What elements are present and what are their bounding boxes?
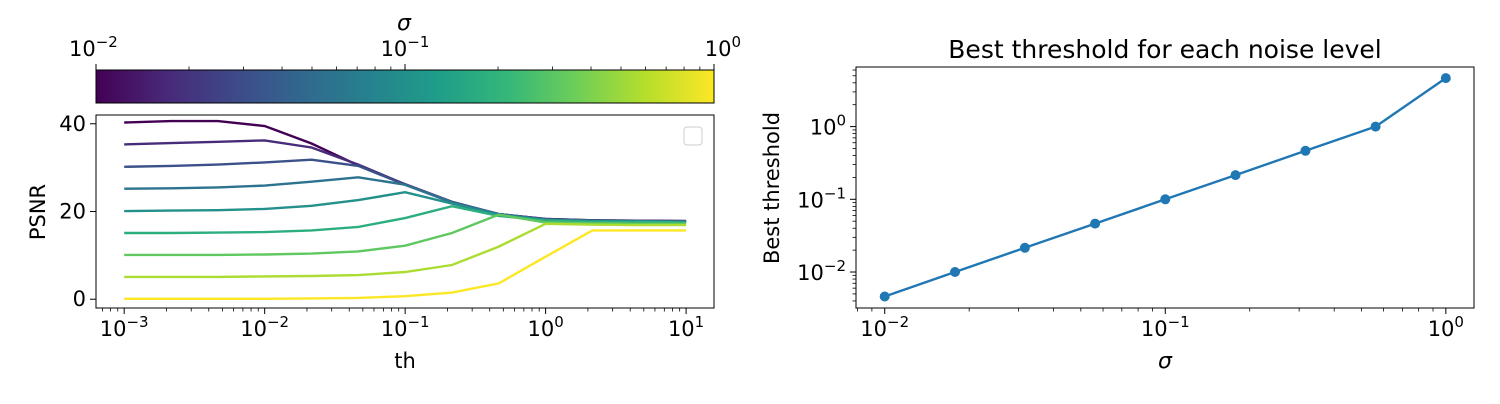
colorbar-tick-label: 10−2 [69, 33, 118, 61]
best-threshold-point [1019, 242, 1030, 253]
best-threshold-y-tick-label: 10−1 [797, 184, 846, 212]
psnr-y-ticks: 0 20 40 [59, 112, 96, 311]
psnr-x-tick-label: 101 [668, 313, 704, 341]
best-threshold-point [950, 267, 960, 277]
psnr-series-line-6 [124, 213, 687, 257]
best-threshold-x-label: σ [1158, 349, 1173, 374]
colorbar-label: σ [397, 11, 412, 36]
psnr-y-tick-label: 0 [73, 287, 86, 311]
psnr-x-tick-label: 10−1 [381, 313, 430, 341]
colorbar-gradient [95, 69, 715, 104]
empty-legend-box [683, 126, 703, 146]
psnr-series-line-7 [124, 222, 687, 279]
best-threshold-x-tick-label: 10−1 [1141, 313, 1190, 341]
psnr-y-label: PSNR [26, 184, 50, 240]
best-threshold-point [1440, 73, 1451, 84]
psnr-series-line-5 [124, 204, 687, 235]
best-threshold-line [884, 77, 1447, 298]
best-threshold-x-ticks: 10−2 10−1 100 [857, 308, 1464, 341]
psnr-series-line-8 [124, 229, 687, 300]
best-threshold-x-tick-label: 10−2 [860, 313, 909, 341]
psnr-series-line-0 [124, 119, 687, 223]
psnr-x-label: th [394, 349, 416, 373]
best-threshold-point [1300, 145, 1311, 156]
best-threshold-point [1230, 170, 1241, 181]
psnr-x-tick-label: 10−2 [240, 313, 289, 341]
psnr-series-line-2 [124, 158, 687, 223]
best-threshold-plot: Best threshold for each noise level 10−2… [760, 35, 1475, 374]
best-threshold-point [879, 291, 890, 302]
best-threshold-y-ticks: 10−2 10−1 100 [797, 69, 856, 302]
best-threshold-series [879, 73, 1451, 302]
best-threshold-y-label: Best threshold [760, 112, 784, 264]
psnr-x-tick-label: 100 [527, 313, 563, 341]
colorbar-tick-label: 10−1 [381, 33, 430, 61]
best-threshold-point [1090, 218, 1101, 229]
best-threshold-y-tick-label: 100 [810, 112, 846, 140]
colorbar-ticks: 10−2 10−1 100 [69, 33, 741, 70]
best-threshold-point [1370, 121, 1381, 132]
best-threshold-point [1160, 194, 1171, 205]
psnr-series-line-1 [124, 139, 687, 223]
psnr-x-ticks: 10−3 10−2 10−1 100 101 [100, 308, 704, 341]
psnr-series-line-3 [124, 176, 687, 223]
best-threshold-y-tick-label: 10−2 [797, 257, 846, 285]
best-threshold-frame [855, 66, 1475, 309]
psnr-plot: 10−3 10−2 10−1 100 101 0 20 40 th PSNR [26, 112, 715, 373]
psnr-y-tick-label: 20 [59, 200, 86, 224]
colorbar-tick-label: 100 [705, 33, 741, 61]
colorbar: σ 10−2 10−1 100 [69, 11, 741, 104]
psnr-series-group [124, 119, 687, 300]
psnr-x-tick-label: 10−3 [100, 313, 149, 341]
best-threshold-x-tick-label: 100 [1428, 313, 1464, 341]
psnr-y-tick-label: 40 [59, 112, 86, 136]
best-threshold-title: Best threshold for each noise level [948, 35, 1381, 64]
